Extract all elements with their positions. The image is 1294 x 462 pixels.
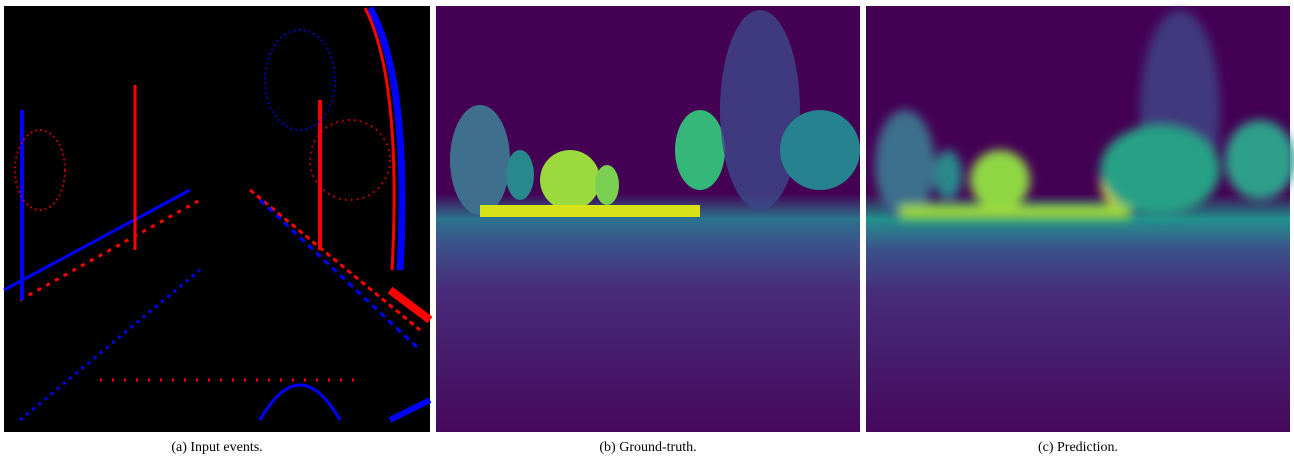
caption: (b) Ground-truth. bbox=[599, 440, 696, 455]
ground-truth-panel bbox=[436, 6, 860, 432]
caption: (a) Input events. bbox=[171, 440, 262, 455]
prediction-panel bbox=[866, 6, 1294, 432]
events-panel bbox=[4, 6, 430, 432]
figure: (a) Input events. (b) Ground-truth. (c) … bbox=[0, 0, 1294, 462]
caption: (c) Prediction. bbox=[1038, 440, 1118, 455]
page: (a) Input events. (b) Ground-truth. (c) … bbox=[0, 0, 1294, 462]
